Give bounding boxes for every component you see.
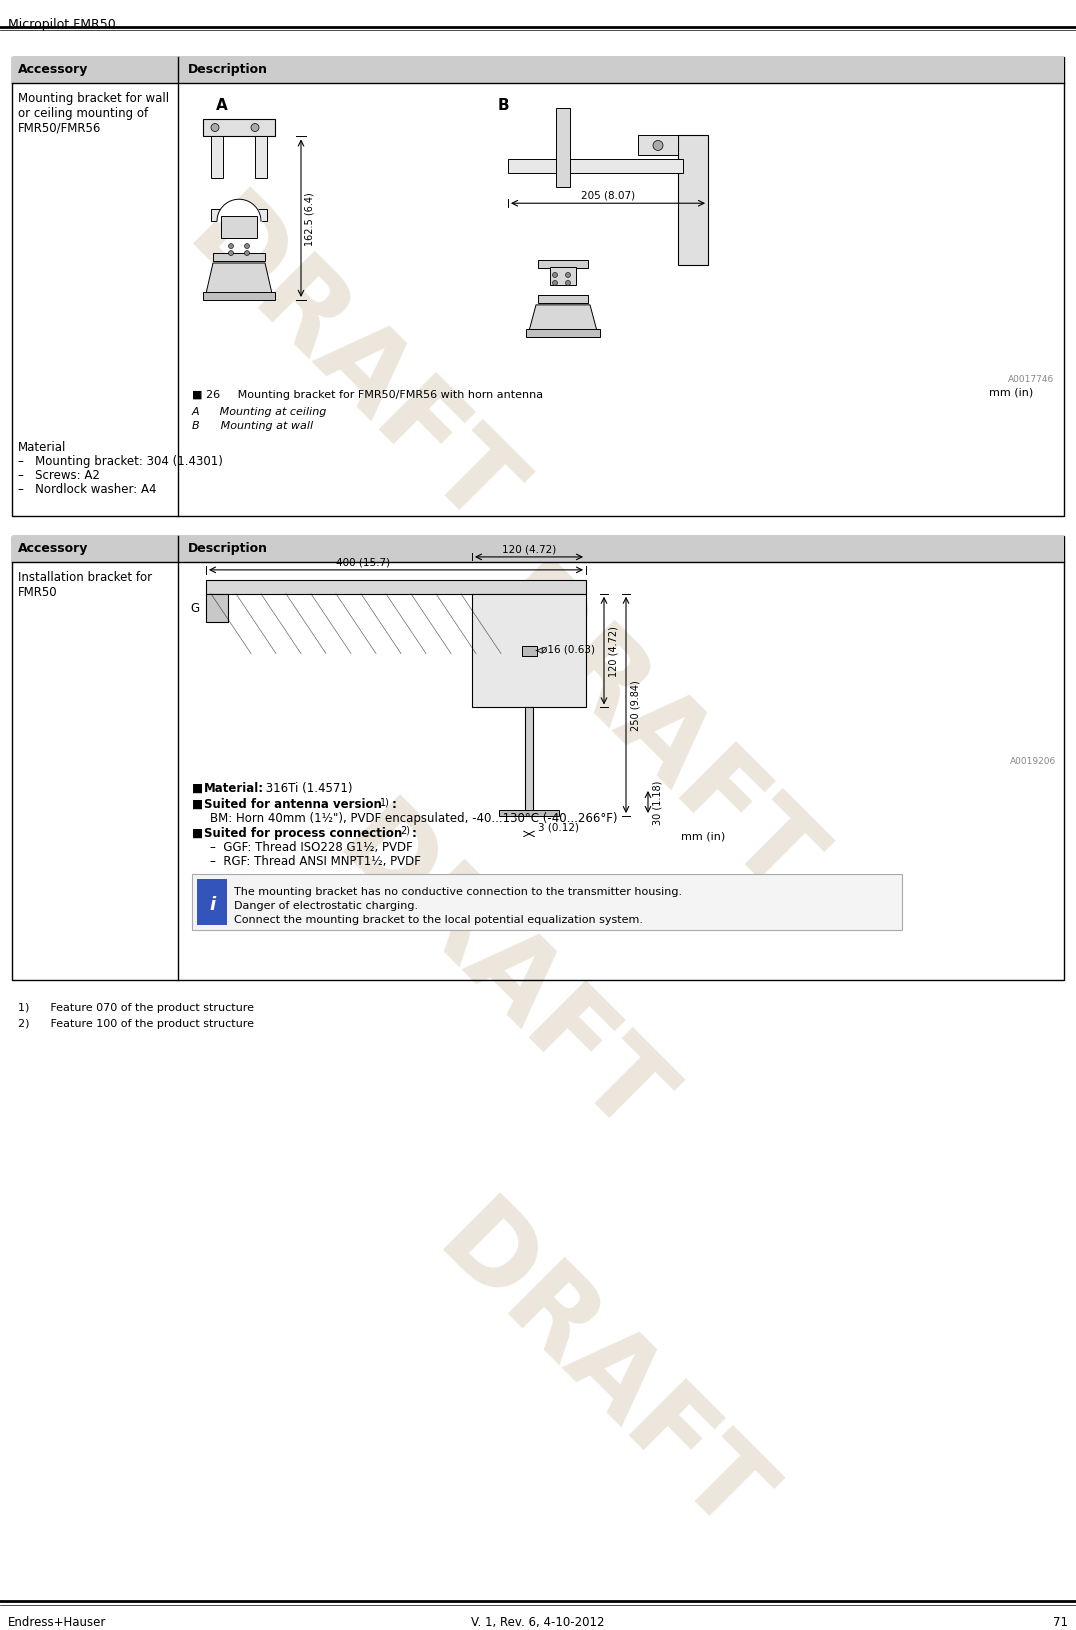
Circle shape — [552, 282, 557, 287]
Text: Description: Description — [188, 541, 268, 554]
Text: 2): 2) — [400, 825, 410, 836]
Bar — [192, 874, 902, 931]
Text: The mounting bracket has no conductive connection to the transmitter housing.: The mounting bracket has no conductive c… — [233, 887, 682, 896]
Text: BM: Horn 40mm (1½"), PVDF encapsulated, -40...130°C (-40...266°F): BM: Horn 40mm (1½"), PVDF encapsulated, … — [210, 812, 618, 825]
Text: 1)      Feature 070 of the product structure: 1) Feature 070 of the product structure — [18, 1002, 254, 1012]
Bar — [221, 217, 257, 240]
Bar — [522, 645, 537, 657]
Text: Suited for process connection: Suited for process connection — [204, 826, 402, 839]
Text: –  RGF: Thread ANSI MNPT1½, PVDF: – RGF: Thread ANSI MNPT1½, PVDF — [210, 854, 421, 867]
Bar — [203, 293, 275, 300]
Circle shape — [211, 124, 220, 132]
Text: 162.5 (6.4): 162.5 (6.4) — [305, 192, 315, 246]
Circle shape — [228, 251, 233, 256]
Text: 3 (0.12): 3 (0.12) — [538, 823, 579, 833]
Text: –   Nordlock washer: A4: – Nordlock washer: A4 — [18, 482, 156, 496]
Bar — [472, 595, 586, 707]
Text: 71: 71 — [1053, 1615, 1068, 1628]
Bar — [197, 879, 227, 924]
Text: Description: Description — [188, 62, 268, 75]
Bar — [538, 295, 587, 303]
Text: ■: ■ — [192, 797, 207, 810]
Circle shape — [244, 251, 250, 256]
Text: A0019206: A0019206 — [1009, 756, 1056, 766]
Bar — [255, 137, 267, 179]
Circle shape — [566, 282, 570, 287]
Text: –   Mounting bracket: 304 (1.4301): – Mounting bracket: 304 (1.4301) — [18, 455, 223, 468]
Text: Connect the mounting bracket to the local potential equalization system.: Connect the mounting bracket to the loca… — [233, 914, 643, 924]
Text: A      Mounting at ceiling: A Mounting at ceiling — [192, 408, 327, 417]
Text: ■: ■ — [192, 826, 207, 839]
Circle shape — [653, 142, 663, 152]
Bar — [556, 109, 570, 187]
Text: DRAFT: DRAFT — [415, 1190, 784, 1558]
Text: Material:: Material: — [204, 782, 264, 794]
Text: –   Screws: A2: – Screws: A2 — [18, 469, 100, 482]
Text: Material: Material — [18, 442, 67, 455]
Text: Suited for antenna version: Suited for antenna version — [204, 797, 382, 810]
Text: ■ 26     Mounting bracket for FMR50/FMR56 with horn antenna: ■ 26 Mounting bracket for FMR50/FMR56 wi… — [192, 390, 543, 399]
Text: Accessory: Accessory — [18, 62, 88, 75]
Text: :: : — [392, 797, 397, 810]
Text: –  GGF: Thread ISO228 G1½, PVDF: – GGF: Thread ISO228 G1½, PVDF — [210, 841, 413, 854]
Text: 316Ti (1.4571): 316Ti (1.4571) — [261, 782, 353, 794]
Text: ø16 (0.63): ø16 (0.63) — [541, 644, 595, 654]
Circle shape — [552, 274, 557, 279]
Text: A0017746: A0017746 — [1008, 375, 1054, 383]
Circle shape — [566, 274, 570, 279]
Text: B      Mounting at wall: B Mounting at wall — [192, 421, 313, 432]
Polygon shape — [206, 264, 273, 298]
Text: DRAFT: DRAFT — [465, 553, 835, 921]
Circle shape — [251, 124, 259, 132]
Text: ■: ■ — [192, 782, 207, 794]
Bar — [12, 536, 1064, 981]
Circle shape — [244, 244, 250, 249]
Text: mm (in): mm (in) — [681, 831, 725, 841]
Text: DRAFT: DRAFT — [315, 791, 684, 1161]
Text: A: A — [216, 98, 228, 112]
Bar — [12, 57, 1064, 517]
Text: Accessory: Accessory — [18, 541, 88, 554]
Text: 30 (1.18): 30 (1.18) — [652, 781, 662, 825]
Bar — [12, 536, 1064, 562]
Bar — [550, 267, 576, 285]
Text: V. 1, Rev. 6, 4-10-2012: V. 1, Rev. 6, 4-10-2012 — [471, 1615, 605, 1628]
Bar — [526, 329, 600, 337]
Text: 400 (15.7): 400 (15.7) — [336, 557, 391, 567]
Bar — [538, 261, 587, 269]
Bar — [203, 119, 275, 137]
Bar — [12, 57, 1064, 83]
Text: 120 (4.72): 120 (4.72) — [608, 626, 618, 676]
Text: Micropilot FMR50: Micropilot FMR50 — [8, 18, 116, 31]
Text: Endress+Hauser: Endress+Hauser — [8, 1615, 107, 1628]
Text: G: G — [190, 601, 199, 615]
Text: 205 (8.07): 205 (8.07) — [581, 191, 635, 200]
Bar — [525, 707, 533, 817]
Bar — [213, 254, 265, 262]
Text: 1): 1) — [380, 797, 390, 807]
Bar — [206, 580, 586, 595]
Circle shape — [228, 244, 233, 249]
Text: 250 (9.84): 250 (9.84) — [631, 680, 640, 730]
Bar — [508, 160, 683, 174]
Text: 120 (4.72): 120 (4.72) — [501, 544, 556, 554]
Bar — [211, 137, 223, 179]
Text: B: B — [498, 98, 510, 112]
Text: Installation bracket for
FMR50: Installation bracket for FMR50 — [18, 570, 152, 598]
Bar — [206, 595, 228, 623]
Bar — [638, 137, 678, 156]
Text: :: : — [412, 826, 416, 839]
Bar — [499, 810, 560, 817]
Bar — [678, 137, 708, 266]
Text: Danger of electrostatic charging.: Danger of electrostatic charging. — [233, 900, 419, 910]
Bar — [211, 210, 267, 222]
Text: 2)      Feature 100 of the product structure: 2) Feature 100 of the product structure — [18, 1019, 254, 1029]
Text: i: i — [209, 895, 215, 913]
Text: mm (in): mm (in) — [989, 388, 1033, 398]
Polygon shape — [528, 306, 598, 336]
Text: Mounting bracket for wall
or ceiling mounting of
FMR50/FMR56: Mounting bracket for wall or ceiling mou… — [18, 91, 169, 135]
Text: DRAFT: DRAFT — [166, 184, 535, 553]
